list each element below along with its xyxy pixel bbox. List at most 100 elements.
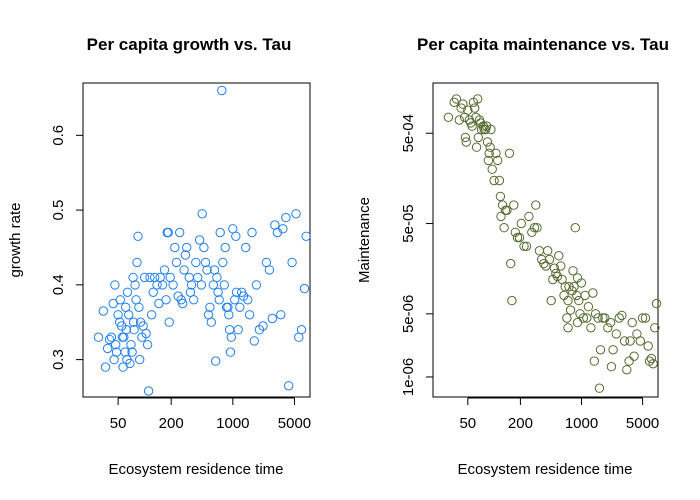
growth-data-point	[182, 242, 192, 253]
maintenance-data-point	[572, 317, 583, 328]
growth-data-point	[148, 287, 158, 297]
growth-x-axis-label: Ecosystem residence time	[108, 461, 283, 478]
maintenance-data-point	[552, 271, 563, 282]
maintenance-y-tick-label: 1e-06	[400, 358, 417, 396]
maintenance-data-point	[485, 142, 495, 152]
growth-data-point	[197, 209, 207, 219]
growth-data-point	[115, 295, 126, 305]
maintenance-data-point	[541, 261, 551, 271]
growth-data-point	[281, 212, 291, 223]
growth-data-point	[291, 209, 301, 219]
maintenance-data-point	[605, 317, 616, 328]
growth-data-point	[135, 354, 145, 365]
growth-data-point	[284, 381, 294, 391]
growth-data-point	[98, 306, 109, 316]
growth-data-point	[143, 386, 154, 396]
maintenance-data-point	[451, 94, 462, 104]
maintenance-data-point	[471, 112, 481, 123]
maintenance-data-point	[504, 148, 515, 159]
growth-data-point	[224, 325, 235, 335]
growth-data-point	[161, 295, 171, 305]
maintenance-data-point	[524, 211, 534, 222]
growth-x-tick-label: 200	[159, 415, 184, 432]
growth-data-point	[251, 280, 262, 290]
maintenance-data-point	[548, 274, 558, 285]
growth-data-point	[223, 302, 233, 312]
maintenance-x-axis: 50 200 1000 5000	[459, 397, 659, 432]
growth-data-point	[132, 257, 142, 268]
growth-data-point	[168, 280, 178, 290]
maintenance-data-point	[646, 353, 657, 364]
growth-data-point	[171, 257, 182, 268]
growth-data-point	[175, 227, 185, 238]
growth-data-point	[225, 347, 236, 357]
maintenance-data-point	[456, 103, 466, 113]
growth-data-point	[180, 250, 191, 260]
growth-data-point	[214, 295, 224, 305]
maintenance-data-point	[454, 115, 464, 125]
maintenance-plot-frame	[432, 82, 659, 398]
maintenance-data-point	[598, 313, 608, 323]
maintenance-data-point	[614, 313, 624, 323]
growth-data-point	[231, 287, 242, 297]
growth-data-point	[130, 280, 140, 290]
growth-data-point	[249, 336, 260, 346]
maintenance-y-axis: 1e-06 5e-06 5e-05 5e-04	[400, 114, 434, 396]
maintenance-data-point	[640, 313, 651, 323]
maintenance-y-axis-label: Maintenance	[356, 197, 373, 283]
maintenance-data-point	[569, 282, 579, 292]
maintenance-x-tick-label: 1000	[565, 415, 598, 432]
maintenance-data-point	[582, 313, 592, 323]
maintenance-data-point	[580, 290, 590, 301]
maintenance-data-point	[491, 148, 501, 159]
growth-data-point	[230, 295, 240, 305]
growth-x-axis: 50 200 1000 5000	[110, 397, 311, 432]
growth-data-point	[243, 295, 253, 305]
growth-data-point	[193, 272, 203, 283]
growth-data-point	[102, 343, 113, 354]
maintenance-data-point	[529, 223, 540, 233]
growth-x-tick-label: 50	[110, 415, 127, 432]
maintenance-y-tick-label: 5e-06	[400, 295, 417, 333]
growth-data-point	[124, 310, 134, 320]
growth-y-tick-label: 0.5	[50, 200, 67, 221]
maintenance-data-point	[527, 227, 537, 238]
maintenance-data-point	[509, 200, 519, 210]
growth-data-point	[163, 227, 173, 238]
maintenance-data-point	[624, 356, 634, 366]
maintenance-data-point	[489, 175, 499, 186]
maintenance-data-point	[482, 137, 493, 147]
maintenance-data-point	[635, 336, 645, 346]
maintenance-x-axis-label: Ecosystem residence time	[457, 461, 632, 478]
growth-y-axis-label: growth rate	[7, 202, 24, 277]
growth-data-point	[145, 272, 155, 283]
maintenance-data-point	[463, 105, 473, 115]
maintenance-data-point	[531, 200, 541, 210]
maintenance-data-point	[593, 313, 603, 323]
maintenance-data-point	[594, 383, 605, 393]
growth-data-point	[215, 227, 225, 238]
growth-data-point	[196, 280, 207, 290]
growth-y-tick-label: 0.4	[50, 274, 67, 295]
maintenance-data-point	[608, 345, 618, 355]
maintenance-data-point	[563, 323, 573, 333]
maintenance-data-point	[507, 295, 517, 306]
maintenance-y-tick-label: 5e-05	[400, 204, 417, 242]
maintenance-data-point	[499, 223, 509, 233]
growth-data-point	[233, 325, 243, 335]
growth-data-point	[179, 265, 189, 275]
growth-data-point	[211, 356, 221, 366]
maintenance-data-point	[595, 345, 606, 355]
maintenance-data-point	[483, 155, 494, 166]
growth-data-point	[128, 317, 139, 327]
growth-data-point	[235, 302, 245, 312]
growth-data-point	[200, 257, 211, 268]
maintenance-data-point	[506, 258, 516, 269]
maintenance-data-point	[651, 298, 662, 309]
growth-plot-frame	[82, 82, 311, 398]
growth-data-point	[154, 298, 164, 309]
maintenance-data-point	[510, 227, 520, 238]
maintenance-data-point	[588, 288, 598, 298]
maintenance-chart-title: Per capita maintenance vs. Tau	[417, 35, 669, 54]
